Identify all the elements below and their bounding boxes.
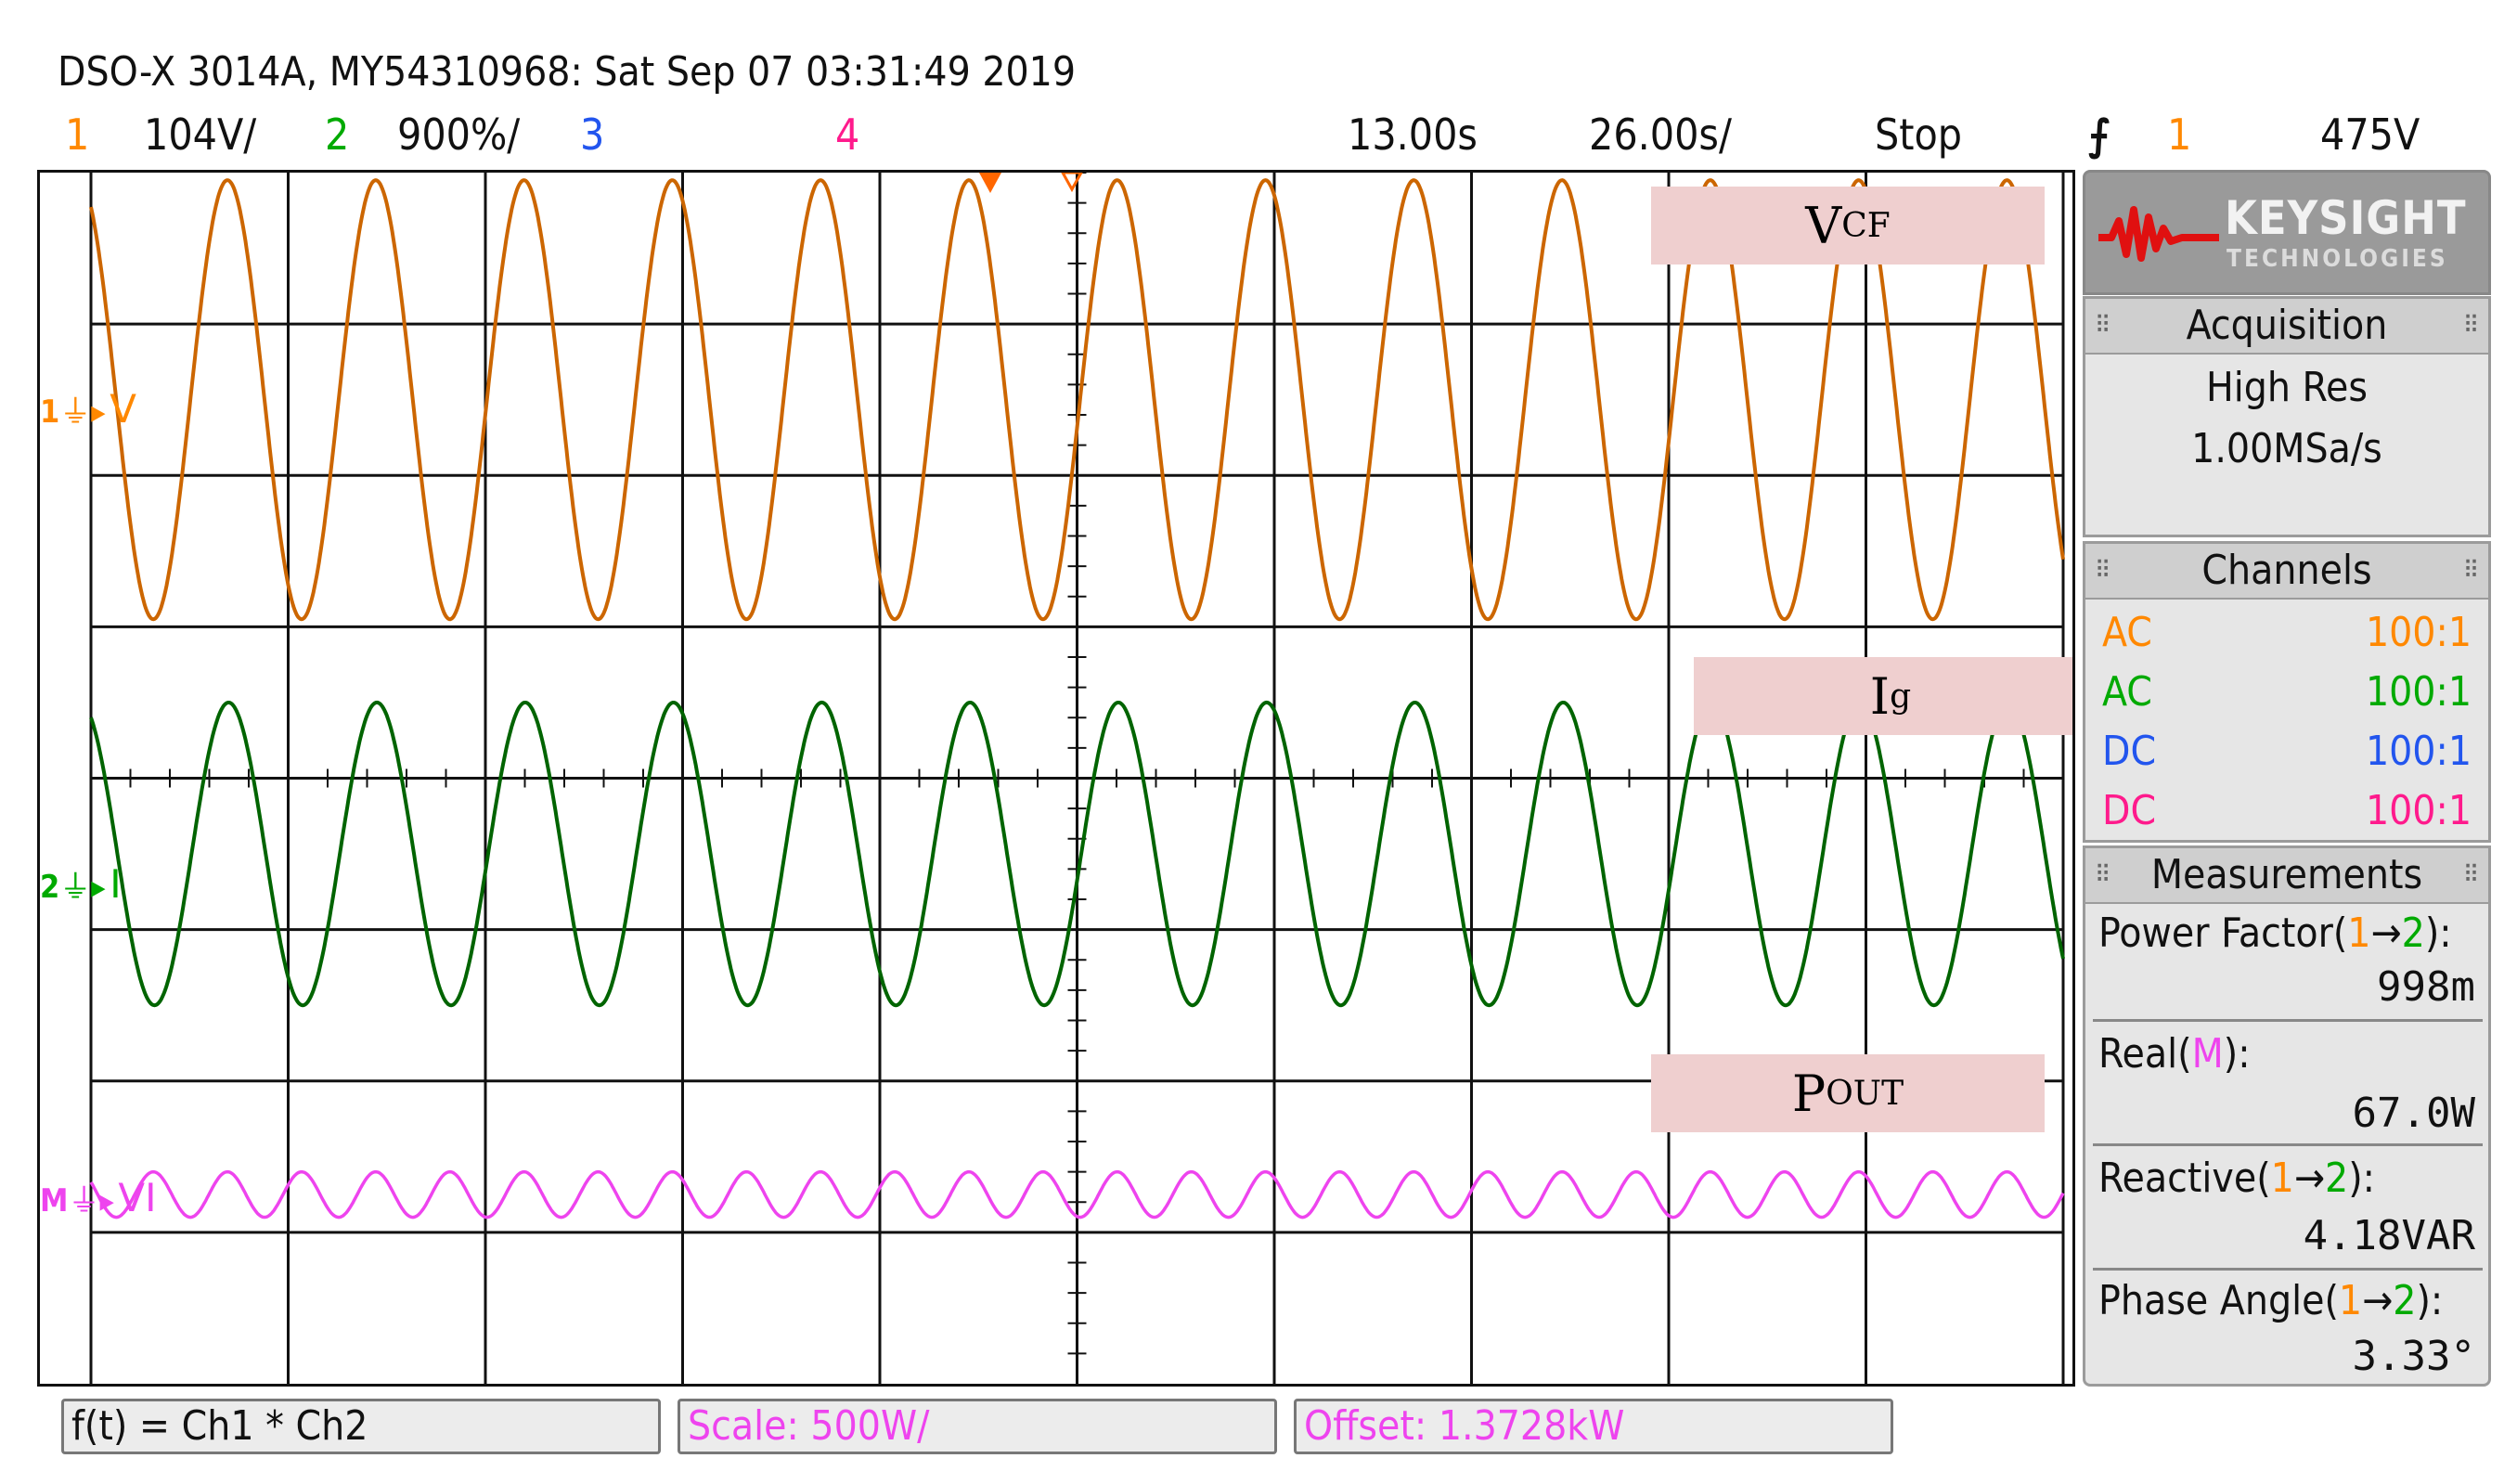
- grip-icon: ⠿: [2095, 861, 2111, 889]
- run-state[interactable]: Stop: [1875, 110, 1963, 160]
- channel-list: AC 100:1 AC 100:1 DC 100:1 DC 100:1: [2085, 603, 2488, 841]
- math-function-box[interactable]: f(t) = Ch1 * Ch2: [61, 1399, 661, 1454]
- ch2-number[interactable]: 2: [325, 110, 350, 160]
- ch4-probe: 100:1: [2365, 787, 2472, 834]
- power-factor-label[interactable]: Power Factor(1→2):: [2098, 910, 2452, 957]
- acquisition-title: ⠿ Acquisition ⠿: [2085, 299, 2488, 355]
- ground-arrow-icon: ⏚▸: [68, 1182, 114, 1219]
- ch2-waveform: [89, 700, 2065, 1008]
- acquisition-title-text: Acquisition: [2186, 302, 2388, 349]
- ch1-waveform: [89, 178, 2065, 622]
- trigger-slope-icon[interactable]: ⨍: [2088, 110, 2110, 160]
- ch1-unit-label: V: [110, 386, 136, 432]
- keysight-wave-icon: [2098, 206, 2219, 262]
- vcf-annotation: V CF: [1651, 187, 2045, 265]
- ch4-number[interactable]: 4: [835, 110, 860, 160]
- math-marker-label: M: [40, 1182, 69, 1219]
- channel-row-3[interactable]: DC 100:1: [2085, 722, 2488, 781]
- waveform-area: [89, 173, 2065, 1384]
- trigger-time-marker-icon: [979, 173, 1001, 193]
- ch3-probe: 100:1: [2365, 728, 2472, 775]
- ch2-probe: 100:1: [2365, 668, 2472, 716]
- ch3-coupling: DC: [2102, 728, 2157, 775]
- divider: [2093, 1019, 2483, 1022]
- time-scale[interactable]: 26.00s/: [1589, 110, 1732, 160]
- channel-row-1[interactable]: AC 100:1: [2085, 603, 2488, 663]
- pout-annotation: P OUT: [1651, 1054, 2045, 1132]
- ch2-coupling: AC: [2102, 668, 2152, 716]
- channel-row-4[interactable]: DC 100:1: [2085, 781, 2488, 841]
- ch1-scale[interactable]: 104V/: [144, 110, 257, 160]
- ig-main: I: [1869, 666, 1891, 726]
- grip-icon: ⠿: [2462, 312, 2479, 340]
- grip-icon: ⠿: [2095, 312, 2111, 340]
- time-position[interactable]: 13.00s: [1348, 110, 1478, 160]
- grip-icon: ⠿: [2462, 557, 2479, 585]
- power-factor-value: 998m: [2377, 963, 2475, 1011]
- measurements-title: ⠿ Measurements ⠿: [2085, 848, 2488, 904]
- measurements-panel[interactable]: ⠿ Measurements ⠿ Power Factor(1→2): 998m…: [2083, 845, 2491, 1387]
- ch4-coupling: DC: [2102, 787, 2157, 834]
- channels-title: ⠿ Channels ⠿: [2085, 544, 2488, 600]
- divider: [2093, 1143, 2483, 1146]
- brand-logo: KEYSIGHT TECHNOLOGIES: [2083, 170, 2491, 295]
- grip-icon: ⠿: [2095, 557, 2111, 585]
- grip-icon: ⠿: [2462, 861, 2479, 889]
- real-power-label[interactable]: Real(M):: [2098, 1030, 2251, 1078]
- ch1-ground-marker[interactable]: 1⏚▸ V: [40, 386, 136, 432]
- pout-sub: OUT: [1826, 1074, 1904, 1113]
- trigger-channel[interactable]: 1: [2167, 110, 2192, 160]
- math-unit-label: VI: [118, 1175, 157, 1220]
- math-offset-box[interactable]: Offset: 1.3728kW: [1294, 1399, 1893, 1454]
- ch2-marker-label: 2: [40, 869, 60, 906]
- math-scale-box[interactable]: Scale: 500W/: [678, 1399, 1277, 1454]
- real-power-value: 67.0W: [2352, 1090, 2475, 1137]
- ch1-coupling: AC: [2102, 609, 2152, 656]
- pout-main: P: [1791, 1064, 1826, 1123]
- acquisition-mode: High Res: [2205, 364, 2369, 411]
- graticule: [89, 173, 2065, 1384]
- window-title: DSO-X 3014A, MY54310968: Sat Sep 07 03:3…: [58, 48, 1077, 96]
- phase-angle-value: 3.33°: [2352, 1333, 2475, 1380]
- ch1-marker-label: 1: [40, 394, 60, 431]
- ground-arrow-icon: ⏚▸: [59, 869, 106, 906]
- channels-title-text: Channels: [2201, 547, 2372, 594]
- channel-row-2[interactable]: AC 100:1: [2085, 663, 2488, 722]
- brand-subtitle: TECHNOLOGIES: [2227, 245, 2448, 273]
- math-ground-marker[interactable]: M⏚▸ VI: [40, 1175, 157, 1220]
- reactive-power-value: 4.18VAR: [2303, 1212, 2475, 1259]
- trigger-level[interactable]: 475V: [2320, 110, 2420, 160]
- ch3-number[interactable]: 3: [580, 110, 605, 160]
- divider: [2093, 1268, 2483, 1271]
- acquisition-panel[interactable]: ⠿ Acquisition ⠿ High Res 1.00MSa/s: [2083, 296, 2491, 537]
- measurements-title-text: Measurements: [2150, 851, 2423, 898]
- ch1-number[interactable]: 1: [65, 110, 90, 160]
- ch1-probe: 100:1: [2365, 609, 2472, 656]
- vcf-main: V: [1805, 196, 1842, 255]
- channels-panel[interactable]: ⠿ Channels ⠿ AC 100:1 AC 100:1 DC 100:1 DC 1…: [2083, 541, 2491, 843]
- vcf-sub: CF: [1841, 206, 1891, 245]
- ground-arrow-icon: ⏚▸: [59, 394, 106, 431]
- acquisition-rate: 1.00MSa/s: [2191, 425, 2382, 472]
- ch2-ground-marker[interactable]: 2⏚▸ I: [40, 861, 122, 907]
- reactive-power-label[interactable]: Reactive(1→2):: [2098, 1155, 2375, 1202]
- time-reference-marker-icon: [1061, 173, 1083, 193]
- brand-name: KEYSIGHT: [2225, 191, 2467, 245]
- side-panel: KEYSIGHT TECHNOLOGIES ⠿ Acquisition ⠿ Hi…: [2075, 170, 2498, 1387]
- ch2-unit-label: I: [110, 861, 122, 907]
- ch2-scale[interactable]: 900%/: [397, 110, 521, 160]
- phase-angle-label[interactable]: Phase Angle(1→2):: [2098, 1277, 2444, 1324]
- math-waveform: [89, 1169, 2065, 1219]
- ig-sub: g: [1890, 677, 1912, 716]
